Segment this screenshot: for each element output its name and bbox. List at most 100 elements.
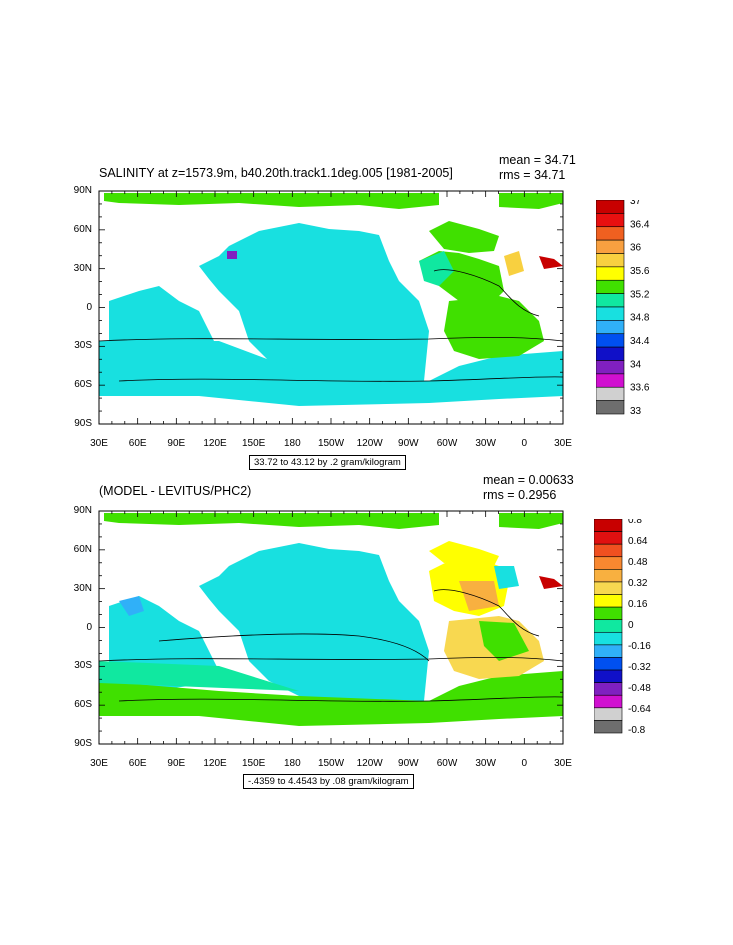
lon-tick-label: 0 [521,438,528,449]
colorbar-swatch [596,386,625,401]
colorbar-swatch [594,519,623,532]
lat-tick-label: 90N [73,505,92,516]
p1-pacific-ocean [199,223,429,391]
lat-tick-label: 90S [74,738,92,749]
colorbar-swatch [596,400,625,415]
colorbar-label: 37 [630,200,642,207]
colorbar-swatch [594,569,623,583]
colorbar-label: 33 [630,406,642,417]
lon-tick-label: 150E [241,758,266,769]
colorbar-swatch [596,239,625,254]
colorbar-label: 34.4 [630,336,650,347]
panel2-colorbar: 0.8 0.64 0.48 0.32 0.16 0 -0.16 -0.32 -0.48 -0.64… [594,519,651,736]
lon-tick-label: 30E [554,758,572,769]
colorbar-swatch [594,606,623,621]
panel1-lat-axis: 90N 60N 30N 0 30S 60S 90S [60,185,96,429]
colorbar-label: 35.6 [630,266,650,277]
lon-tick-label: 150E [241,438,266,449]
colorbar-label: 36.4 [630,219,650,230]
colorbar-swatch [596,373,625,388]
panel2-lat-axis: 90N 60N 30N 0 30S 60S 90S [60,505,96,749]
colorbar-label: 35.2 [630,289,650,300]
lon-tick-label: 90E [167,758,186,769]
colorbar-swatch [596,253,625,268]
lon-tick-label: 30E [554,438,572,449]
lon-tick-label: 60W [436,438,458,449]
colorbar-swatch [596,200,625,214]
colorbar-swatch [596,293,625,308]
colorbar-label: 0 [628,620,634,631]
colorbar-swatch [596,346,625,361]
lon-tick-label: 90E [167,438,186,449]
lat-tick-label: 60N [73,543,92,555]
lon-tick-label: 180 [283,438,301,449]
panel2-rms: rms = 0.2956 [483,488,557,502]
lon-tick-label: 60E [128,438,147,449]
colorbar-swatch [596,213,625,228]
colorbar-label: 0.16 [628,599,648,610]
colorbar-label: 0.8 [628,519,642,526]
colorbar-label: 0.32 [628,578,648,589]
colorbar-swatch [594,707,623,721]
lon-tick-label: 30W [475,758,496,769]
colorbar-label: 0.48 [628,557,648,568]
colorbar-label: -0.8 [628,725,646,736]
colorbar-swatch [596,226,625,241]
colorbar-swatch [594,619,623,633]
panel1-title: SALINITY at z=1573.9m, b40.20th.track1.1… [99,166,453,180]
colorbar-swatch [596,266,625,281]
colorbar-swatch [594,694,623,709]
panel1-range-label: 33.72 to 43.12 by .2 gram/kilogram [249,455,406,470]
lat-tick-label: 30N [73,582,92,594]
lon-tick-label: 30E [90,758,108,769]
colorbar-label: 34.8 [630,313,650,324]
panel2-lon-axis: 30E 60E 90E 120E 150E 180 150W 120W 90W 60W 30W 0 30… [90,758,572,772]
lon-tick-label: 120W [356,758,383,769]
colorbar-swatch [596,320,625,335]
lon-tick-label: 30W [475,438,496,449]
colorbar-swatch [594,556,623,570]
colorbar-swatch [594,644,623,658]
colorbar-swatch [594,657,623,671]
lon-tick-label: 120E [203,438,227,449]
lat-tick-label: 0 [86,621,92,633]
lon-tick-label: 90W [398,438,419,449]
panel1-rms: rms = 34.71 [499,168,566,182]
colorbar-swatch [594,682,623,696]
lon-tick-label: 150W [317,758,345,769]
colorbar-swatch [594,669,623,683]
panel2-axis-ticks [98,510,564,745]
colorbar-label: 36 [630,243,642,254]
p1-atlantic-south [444,296,544,359]
panel1-map [98,190,564,425]
panel2-range-label: -.4359 to 4.4543 by .08 gram/kilogram [243,774,414,789]
lon-tick-label: 30E [90,438,108,449]
lon-tick-label: 120E [203,758,227,769]
lat-tick-label: 90N [73,185,92,196]
p2-pacific-ocean [199,543,429,711]
lat-tick-label: 90S [74,418,92,429]
panel1-mean: mean = 34.71 [499,153,576,167]
p1-arctic-ocean [104,193,439,209]
p1-atlantic-warm [504,251,524,276]
panel1-axis-ticks [98,190,564,425]
lat-tick-label: 60S [74,699,92,711]
lat-tick-label: 60S [74,379,92,391]
colorbar-label: -0.32 [628,662,651,673]
colorbar-swatch [594,594,623,608]
p1-southern-ocean [99,341,563,406]
lon-tick-label: 60E [128,758,147,769]
lon-tick-label: 180 [283,758,301,769]
lon-tick-label: 90W [398,758,419,769]
lat-tick-label: 30N [73,262,92,274]
colorbar-label: 33.6 [630,383,650,394]
p2-southern-ocean [99,671,563,726]
colorbar-swatch [594,531,623,545]
colorbar-label: 0.64 [628,536,648,547]
lon-tick-label: 150W [317,438,345,449]
colorbar-label: -0.48 [628,683,651,694]
panel1-colorbar: 37 36.4 36 35.6 35.2 34.8 34.4 34 33.6 33 [596,200,650,417]
lon-tick-label: 0 [521,758,528,769]
colorbar-swatch [594,543,623,558]
panel2-map [98,510,564,745]
